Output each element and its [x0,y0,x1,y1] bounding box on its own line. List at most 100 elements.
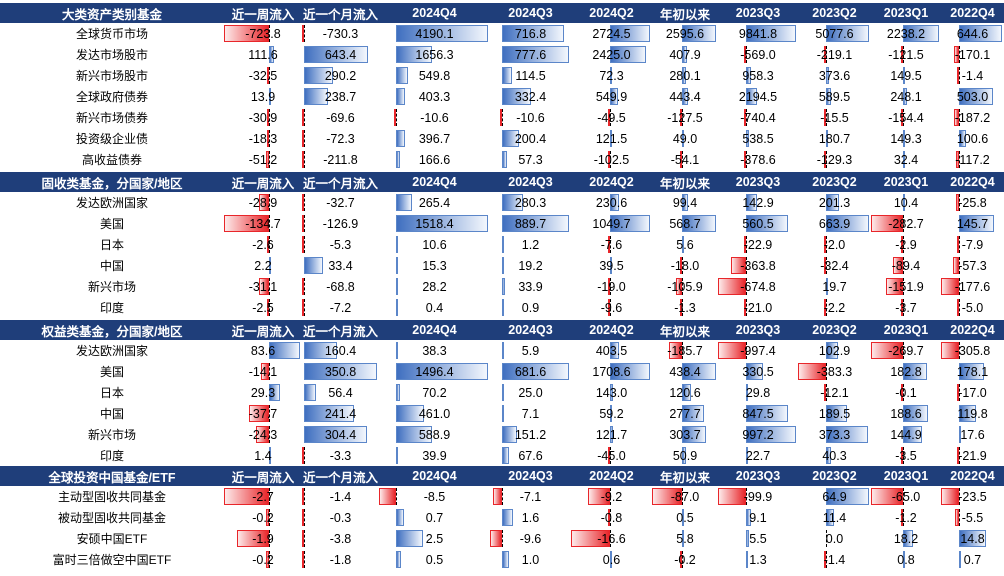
zero-line[interactable] [959,384,960,401]
positive-bar[interactable] [502,88,531,105]
cell-value[interactable]: -3.8 [329,531,352,546]
data-cell[interactable]: -185.7 [652,340,718,361]
cell-value[interactable]: 114.5 [515,68,546,83]
data-cell[interactable]: 0.0 [798,528,871,549]
zero-line[interactable] [959,151,960,168]
data-cell[interactable]: 503.0 [941,86,1004,107]
zero-line[interactable] [304,215,305,232]
cell-value[interactable]: -30.9 [248,110,278,125]
cell-value[interactable]: -8.5 [423,489,446,504]
positive-bar[interactable] [304,363,377,380]
cell-value[interactable]: 188.6 [890,406,922,421]
data-cell[interactable]: 29.8 [718,382,798,403]
negative-bar[interactable] [680,299,682,316]
zero-line[interactable] [269,363,270,380]
row-label[interactable]: 被动型固收共同基金 [57,511,166,525]
negative-bar[interactable] [259,194,269,211]
data-cell[interactable]: 847.5 [718,403,798,424]
row-label[interactable]: 富时三倍做空中国ETF [52,553,172,567]
zero-line[interactable] [959,342,960,359]
cell-value[interactable]: 568.7 [669,216,701,231]
cell-value[interactable]: -117.2 [955,152,990,167]
column-header[interactable]: 年初以来 [659,7,710,22]
positive-bar[interactable] [269,257,271,274]
row-label[interactable]: 投资级企业债 [75,132,148,146]
data-cell[interactable]: -569.0 [718,44,798,65]
cell-value[interactable]: -2.5 [252,300,274,315]
cell-value[interactable]: 189.5 [818,406,851,421]
cell-value[interactable]: -5.5 [961,510,984,525]
data-cell[interactable]: -269.7 [871,340,941,361]
data-cell[interactable]: -7.2 [302,297,379,318]
positive-bar[interactable] [396,447,398,464]
cell-value[interactable]: -32.4 [820,258,849,273]
data-cell[interactable]: 777.6 [490,44,571,65]
row-label[interactable]: 主动型固收共同基金 [57,490,166,504]
negative-bar[interactable] [901,109,903,126]
zero-line[interactable] [682,278,683,295]
negative-bar[interactable] [957,384,959,401]
positive-bar[interactable] [396,25,488,42]
data-cell[interactable]: 100.6 [941,128,1004,149]
cell-value[interactable]: 1049.7 [592,216,631,231]
cell-value[interactable]: -105.9 [667,279,703,294]
data-cell[interactable]: 438.4 [652,361,718,382]
cell-value[interactable]: 1656.3 [415,47,454,62]
positive-bar[interactable] [682,447,686,464]
data-cell[interactable]: 145.7 [941,213,1004,234]
positive-bar[interactable] [826,194,839,211]
negative-bar[interactable] [267,67,269,84]
data-cell[interactable]: -740.4 [718,107,798,128]
negative-bar[interactable] [824,236,826,253]
data-cell[interactable]: 5077.6 [798,23,871,44]
positive-bar[interactable] [826,25,869,42]
row-label[interactable]: 日本 [99,238,124,252]
zero-line[interactable] [269,151,270,168]
positive-bar[interactable] [959,363,984,380]
positive-bar[interactable] [682,426,706,443]
cell-value[interactable]: 100.6 [956,131,989,146]
data-cell[interactable]: 10.6 [379,234,490,255]
data-cell[interactable]: 0.5 [379,549,490,570]
data-cell[interactable]: -32.4 [798,255,871,276]
positive-bar[interactable] [826,67,829,84]
zero-line[interactable] [746,109,747,126]
data-cell[interactable]: -21.0 [718,297,798,318]
data-cell[interactable]: 99.4 [652,192,718,213]
cell-value[interactable]: 350.8 [324,364,357,379]
cell-value[interactable]: 241.4 [324,406,357,421]
table-row[interactable]: 中国 -37.7 241.4 461.0 7.1 59.2 277.7 847.5 189.5 1… [0,403,1004,424]
negative-bar[interactable] [608,299,610,316]
zero-line[interactable] [269,299,270,316]
data-cell[interactable]: 589.5 [798,86,871,107]
negative-bar[interactable] [953,257,959,274]
data-cell[interactable]: 461.0 [379,403,490,424]
cell-value[interactable]: 40.3 [822,448,847,463]
positive-bar[interactable] [903,130,905,147]
cell-value[interactable]: -49.5 [597,110,626,125]
positive-bar[interactable] [746,426,796,443]
positive-bar[interactable] [610,67,612,84]
cell-value[interactable]: 9841.8 [738,26,778,41]
row-label[interactable]: 新兴市场 [87,280,136,294]
data-cell[interactable]: 2.5 [379,528,490,549]
cell-value[interactable]: -2.0 [823,237,846,252]
negative-bar[interactable] [379,488,396,505]
cell-value[interactable]: -99.9 [743,489,773,504]
data-cell[interactable]: 2724.5 [571,23,652,44]
cell-value[interactable]: 64.9 [822,489,847,504]
negative-bar[interactable] [956,194,959,211]
data-cell[interactable]: 997.2 [718,424,798,445]
cell-value[interactable]: 280.1 [669,68,701,83]
zero-line[interactable] [269,25,270,42]
cell-value[interactable]: 1.4 [254,448,272,463]
positive-bar[interactable] [396,215,488,232]
cell-value[interactable]: -170.1 [954,47,991,62]
data-cell[interactable]: 178.1 [941,361,1004,382]
row-label[interactable]: 中国 [99,407,124,421]
data-cell[interactable]: 166.6 [379,149,490,170]
positive-bar[interactable] [396,342,398,359]
zero-line[interactable] [610,530,611,547]
cell-value[interactable]: 29.8 [745,385,771,400]
data-cell[interactable]: 4190.1 [379,23,490,44]
